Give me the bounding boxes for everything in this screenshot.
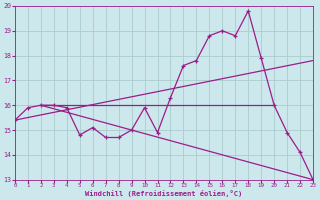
X-axis label: Windchill (Refroidissement éolien,°C): Windchill (Refroidissement éolien,°C): [85, 190, 243, 197]
